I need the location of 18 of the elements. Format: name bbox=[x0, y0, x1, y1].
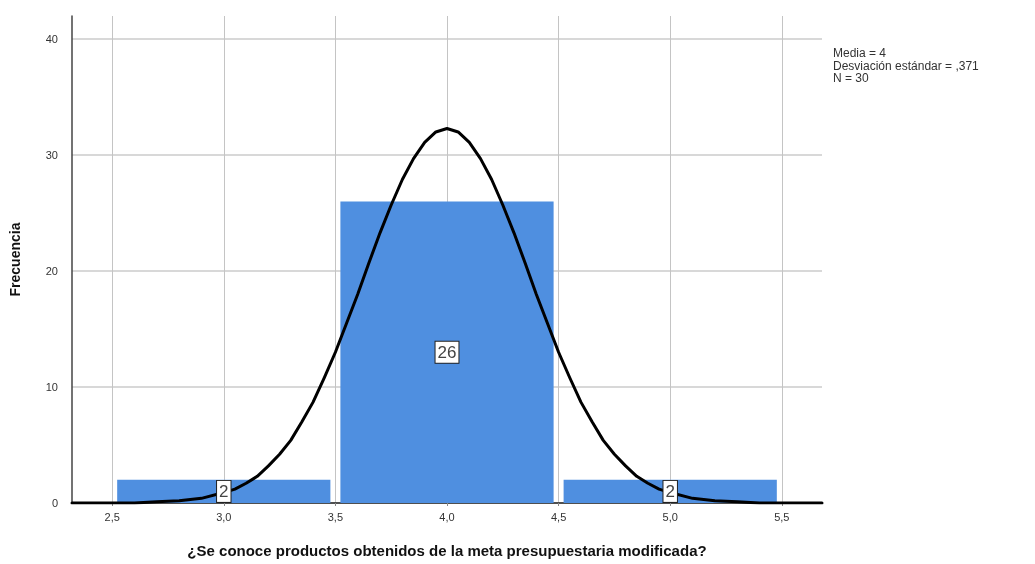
x-tick-label: 2,5 bbox=[104, 510, 120, 523]
y-tick-label: 10 bbox=[45, 381, 58, 394]
x-tick-label: 4,5 bbox=[550, 510, 567, 523]
text: Desviación estándar = ,371 bbox=[833, 58, 980, 73]
x-tick-label: 3,5 bbox=[327, 510, 344, 523]
x-tick-label: 4,0 bbox=[439, 510, 455, 523]
y-tick-label: 40 bbox=[45, 33, 58, 46]
x-tick-label: 5,0 bbox=[662, 510, 678, 523]
x-axis-title: ¿Se conoce productos obtenidos de la meta presupuestaria modificada? bbox=[187, 542, 707, 559]
line-series bbox=[70, 126, 824, 505]
y-tick-label: 0 bbox=[51, 497, 58, 509]
y-tick-label: 30 bbox=[45, 149, 58, 162]
x-tick-label: 5,5 bbox=[774, 510, 790, 523]
text: Media = 4 bbox=[833, 46, 887, 60]
y-tick-label: 20 bbox=[45, 265, 58, 278]
text: N = 30 bbox=[833, 71, 870, 85]
y-axis-title: Frecuencia bbox=[7, 222, 23, 297]
x-tick-label: 3,0 bbox=[216, 510, 232, 523]
